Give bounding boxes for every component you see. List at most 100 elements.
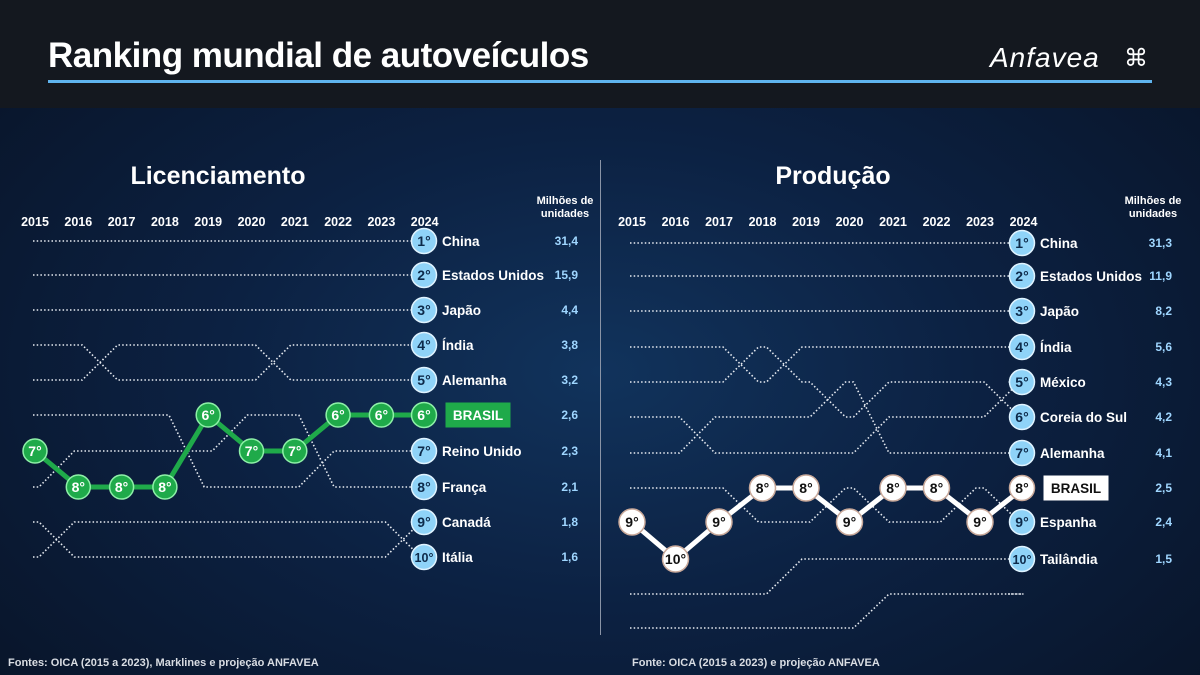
- country-label: Reino Unido: [442, 444, 522, 459]
- value-label: 4,4: [561, 303, 578, 317]
- brasil-rank-marker: [879, 474, 907, 502]
- rank-badge: [1008, 368, 1036, 396]
- rank-trail-line: [630, 381, 1024, 454]
- rank-badge: [410, 473, 438, 501]
- year-tick-label: 2017: [108, 215, 136, 229]
- brasil-rank-label: 6°: [202, 407, 215, 423]
- value-label: 1,5: [1155, 552, 1172, 566]
- country-label: Coreia do Sul: [1040, 410, 1127, 425]
- year-tick-label: 2021: [281, 215, 309, 229]
- brasil-rank-marker: [195, 402, 221, 428]
- rank-badge: [1008, 229, 1036, 257]
- rank-badge-label: 10°: [415, 551, 434, 565]
- rank-trail-line: [630, 346, 1024, 418]
- country-label: Tailândia: [1040, 552, 1098, 567]
- brasil-rank-marker: [618, 508, 646, 536]
- rank-badge-label: 6°: [417, 407, 430, 423]
- year-tick-label: 2024: [1010, 215, 1038, 229]
- value-label: 8,2: [1155, 304, 1172, 318]
- rank-trail-line: [33, 344, 425, 381]
- title-underline: [48, 80, 1152, 83]
- source-note-producao: Fonte: OICA (2015 a 2023) e projeção ANF…: [632, 657, 880, 669]
- rank-badge: [410, 543, 438, 571]
- rank-badge-label: 1°: [417, 233, 430, 249]
- brasil-rank-label: 6°: [331, 407, 344, 423]
- country-label: Estados Unidos: [1040, 269, 1142, 284]
- rank-badge: [410, 331, 438, 359]
- rank-badge-label: 3°: [1015, 303, 1028, 319]
- country-label: Itália: [442, 550, 473, 565]
- rank-trail-line: [630, 346, 1024, 383]
- rank-trail-line: [33, 414, 425, 488]
- country-label: Japão: [442, 303, 481, 318]
- rank-badge-label: 5°: [417, 372, 430, 388]
- brasil-rank-label: 8°: [756, 480, 769, 496]
- rank-badge: [1008, 508, 1036, 536]
- rank-trail-line: [33, 344, 425, 381]
- rank-badge: [410, 508, 438, 536]
- country-label: Japão: [1040, 304, 1079, 319]
- rank-badge: [1008, 297, 1036, 325]
- brasil-rank-marker: [705, 508, 733, 536]
- rank-badge-label: 4°: [1015, 339, 1028, 355]
- country-label: China: [1040, 236, 1078, 251]
- value-label: 2,4: [1155, 515, 1172, 529]
- value-label: 4,1: [1155, 446, 1172, 460]
- brasil-rank-label: 9°: [843, 514, 856, 530]
- rank-badge-label: 3°: [417, 302, 430, 318]
- country-label: Espanha: [1040, 515, 1097, 530]
- rank-badge: [410, 366, 438, 394]
- rank-badge-label: 5°: [1015, 374, 1028, 390]
- country-label: Estados Unidos: [442, 268, 544, 283]
- rank-badge: [410, 227, 438, 255]
- rank-badge: [410, 401, 438, 429]
- year-tick-label: 2015: [21, 215, 49, 229]
- rank-badge: [1008, 439, 1036, 467]
- brasil-rank-marker: [966, 508, 994, 536]
- country-label: Alemanha: [1040, 446, 1105, 461]
- anfavea-logo: Anfavea: [990, 42, 1100, 73]
- country-label: México: [1040, 375, 1086, 390]
- rank-badge-label: 9°: [417, 514, 430, 530]
- unit-label: unidades: [1129, 208, 1177, 220]
- country-label: BRASIL: [453, 408, 503, 423]
- year-tick-label: 2016: [64, 215, 92, 229]
- value-label: 3,2: [561, 373, 578, 387]
- value-label: 11,9: [1149, 269, 1172, 283]
- value-label: 15,9: [555, 268, 579, 282]
- rank-badge: [1008, 403, 1036, 431]
- brasil-rank-marker: [368, 402, 395, 428]
- year-tick-label: 2020: [238, 215, 266, 229]
- year-tick-label: 2019: [194, 215, 222, 229]
- rank-trail-line: [630, 593, 1024, 629]
- rank-trail-line: [630, 558, 1024, 595]
- value-label: 31,3: [1149, 236, 1173, 250]
- panel-divider: [600, 160, 601, 635]
- value-label: 5,6: [1155, 340, 1172, 354]
- brasil-highlight-box: [445, 402, 511, 428]
- year-tick-label: 2020: [836, 215, 864, 229]
- chart-title: Produção: [775, 162, 890, 190]
- year-tick-label: 2017: [705, 215, 733, 229]
- anfavea-logo-mark: ⌘: [1124, 45, 1148, 72]
- brasil-rank-marker: [238, 438, 265, 464]
- country-label: Índia: [442, 338, 474, 353]
- rank-badge: [410, 437, 438, 465]
- brasil-rank-marker: [661, 545, 690, 573]
- rank-badge: [410, 296, 438, 324]
- rank-badge-label: 2°: [417, 267, 430, 283]
- brasil-rank-label: 8°: [158, 479, 171, 495]
- country-label: Índia: [1040, 340, 1072, 355]
- brasil-rank-marker: [152, 474, 178, 500]
- brasil-rank-marker: [108, 474, 135, 500]
- rank-trail-line: [33, 414, 425, 488]
- chart-title: Licenciamento: [130, 162, 305, 190]
- value-label: 4,2: [1155, 410, 1172, 424]
- rank-badge-label: 2°: [1015, 268, 1028, 284]
- country-label: França: [442, 480, 487, 495]
- rank-badge-label: 7°: [1015, 445, 1028, 461]
- year-tick-label: 2018: [749, 215, 777, 229]
- value-label: 3,8: [561, 338, 578, 352]
